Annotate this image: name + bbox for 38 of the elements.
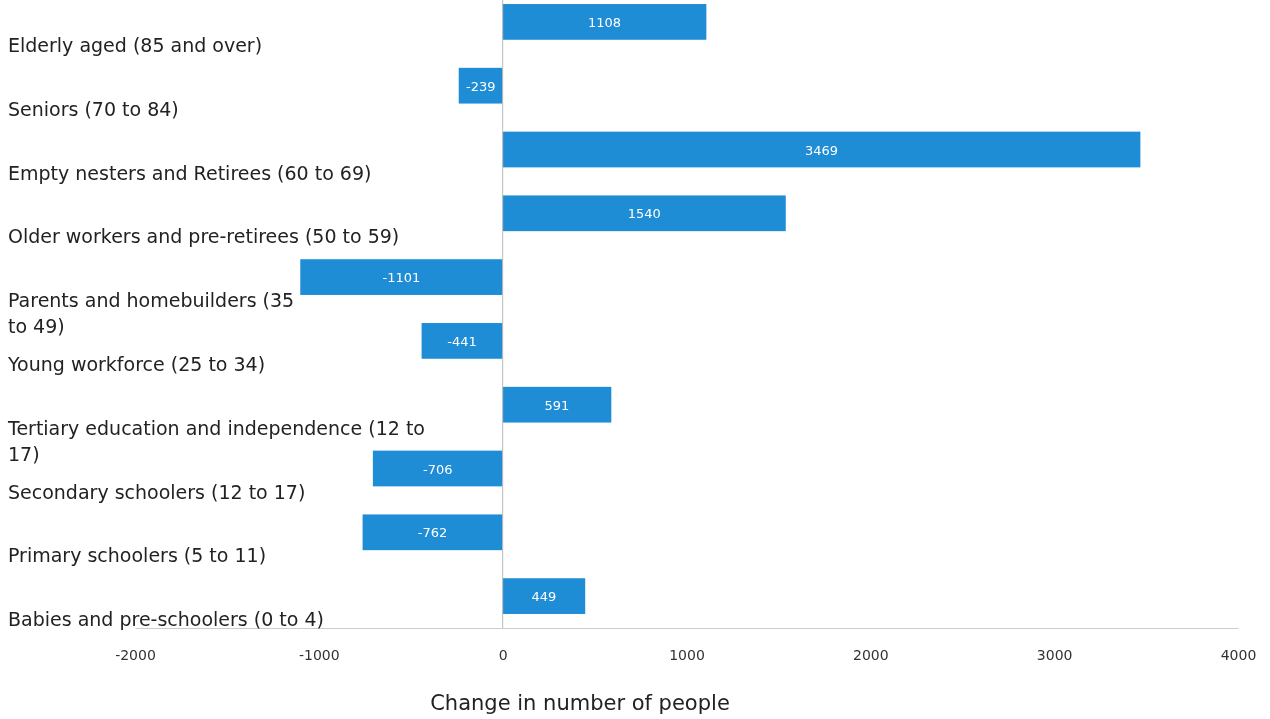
bar <box>300 259 503 295</box>
data-label: -1101 <box>382 270 421 286</box>
bar <box>458 67 503 104</box>
bar <box>502 195 786 232</box>
x-tick-label: 3000 <box>1036 646 1073 663</box>
y-tick-label: Secondary schoolers (12 to 17) <box>8 480 306 503</box>
y-tick-label: Elderly aged (85 and over) <box>8 33 263 56</box>
y-tick-label: Parents and homebuilders (35 to 49) <box>8 289 295 338</box>
data-label: 591 <box>544 397 570 413</box>
x-tick-label: -2000 <box>115 646 156 663</box>
x-tick-label: 0 <box>498 646 508 663</box>
x-tick-label: 4000 <box>1220 646 1257 663</box>
bar <box>362 514 503 551</box>
y-tick-label: Young workforce (25 to 34) <box>7 352 266 375</box>
bar <box>502 131 1141 168</box>
bar <box>502 4 707 40</box>
bar <box>421 323 503 359</box>
y-tick-label: Older workers and pre-retirees (50 to 59) <box>8 225 400 248</box>
data-label: 3469 <box>804 142 839 158</box>
y-tick-label: Primary schoolers (5 to 11) <box>8 544 267 567</box>
data-label: 1108 <box>587 14 622 30</box>
data-label: -706 <box>423 461 453 477</box>
y-tick-label: Empty nesters and Retirees (60 to 69) <box>8 161 372 184</box>
data-label: -762 <box>417 525 448 541</box>
bar <box>502 386 612 423</box>
y-tick-label: Babies and pre-schoolers (0 to 4) <box>8 608 324 631</box>
x-axis-title: Change in number of people <box>430 691 730 715</box>
data-label: -441 <box>447 333 477 349</box>
y-tick-label: Seniors (70 to 84) <box>8 97 179 120</box>
bar <box>502 578 586 614</box>
x-tick-label: 2000 <box>853 646 889 663</box>
data-label: 449 <box>531 589 557 605</box>
data-label: 1540 <box>627 206 661 222</box>
x-tick-label: -1000 <box>298 646 340 663</box>
y-tick-label: Tertiary education and independence (12 to 17) <box>7 416 425 465</box>
bar <box>372 450 503 487</box>
data-label: -239 <box>465 78 496 94</box>
x-tick-label: 1000 <box>669 646 705 663</box>
